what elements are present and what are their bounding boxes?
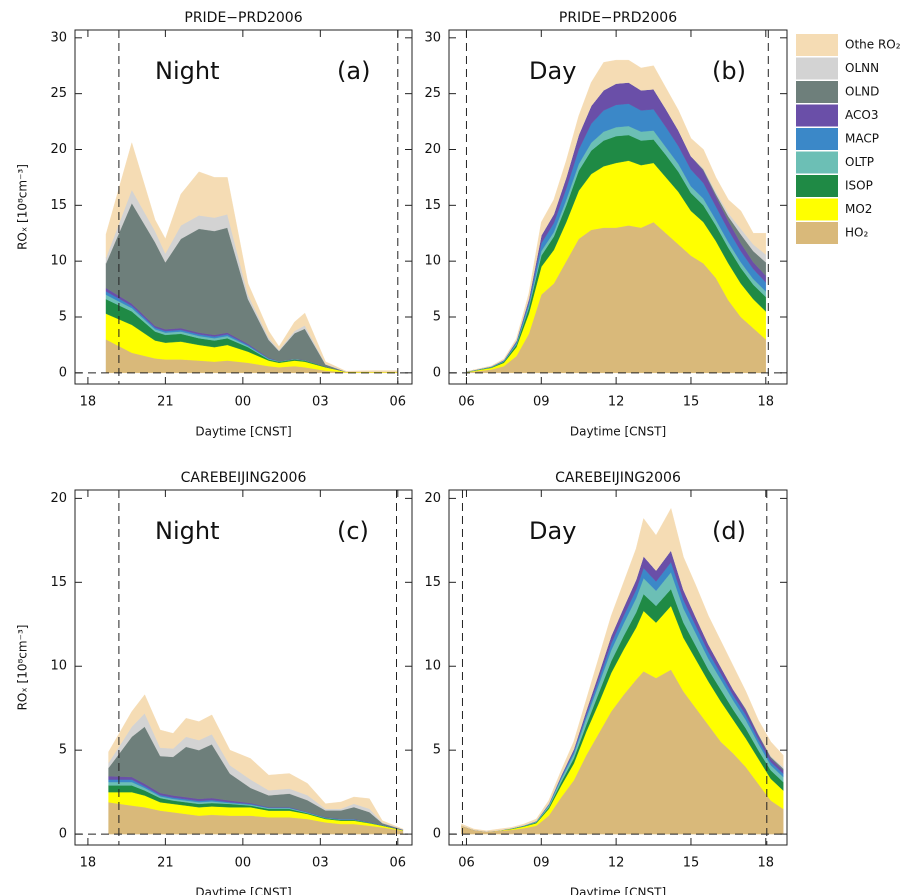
plot-frame [448,489,788,846]
x-tick-label: 00 [235,856,252,871]
legend-label: ACO3 [845,108,878,122]
x-tick-label: 06 [390,395,407,410]
y-tick-label: 25 [424,86,441,101]
y-tick-label: 20 [424,142,441,157]
panel-label: (a) [337,57,370,85]
plot-frame [74,489,413,846]
legend-label: MACP [845,132,879,146]
y-tick-label: 20 [50,491,67,506]
y-tick-label: 10 [50,659,67,674]
x-tick-label: 15 [683,856,700,871]
y-tick-label: 20 [50,142,67,157]
y-tick-label: 5 [59,309,67,324]
x-tick-label: 21 [157,856,174,871]
y-tick-label: 10 [50,254,67,269]
y-tick-label: 25 [50,86,67,101]
panel: 0 5 10 15 20 25 30 06 09 12 15 18 PRIDE−PRD2006 Dayti… [424,10,788,439]
panel-label: (c) [337,517,369,545]
legend-swatch [796,151,838,174]
panel: 0 5 10 15 20 06 09 12 15 18 CAREBEIJING2006 Daytime… [424,470,788,895]
legend-swatch [796,104,838,127]
panel: 0 5 10 15 20 18 21 00 03 06 CAREBEIJING2006 Daytime… [16,470,413,895]
chart-title: PRIDE−PRD2006 [559,10,677,26]
x-tick-label: 18 [758,395,775,410]
x-axis-label: Daytime [CNST] [195,886,291,895]
y-tick-label: 5 [59,743,67,758]
legend-label: OLNN [845,61,879,75]
period-label: Night [155,57,219,85]
legend-label: HO₂ [845,226,868,240]
x-tick-label: 18 [80,856,97,871]
legend-swatch [796,198,838,221]
y-tick-label: 15 [424,198,441,213]
legend-swatch [796,57,838,80]
legend-label: Othe RO₂ [845,38,901,52]
y-axis-label: ROₓ [10⁸cm⁻³] [16,625,30,711]
plot-frame [74,29,413,385]
chart-title: CAREBEIJING2006 [181,470,307,486]
x-axis-label: Daytime [CNST] [195,425,291,439]
panel: 0 5 10 15 20 25 30 18 21 00 03 06 PRIDE−PRD2006 Dayti… [16,10,413,439]
y-axis-label: ROₓ [10⁸cm⁻³] [16,164,30,250]
stacked-area [108,694,404,830]
y-tick-label: 20 [424,491,441,506]
legend-swatch [796,175,838,197]
y-tick-label: 10 [424,254,441,269]
stacked-area [461,507,784,832]
panel-label: (d) [712,517,746,545]
x-tick-label: 06 [458,395,475,410]
legend: HO₂ MO2 ISOP OLTP MACP ACO3 OLND OLNN Othe RO₂ [796,34,901,244]
chart-title: CAREBEIJING2006 [555,470,681,486]
x-tick-label: 09 [533,856,550,871]
chart-title: PRIDE−PRD2006 [184,10,302,26]
y-tick-label: 15 [50,575,67,590]
x-tick-label: 12 [608,395,625,410]
y-tick-label: 5 [433,743,441,758]
legend-label: OLTP [845,155,874,169]
y-tick-label: 30 [424,30,441,45]
y-tick-label: 0 [59,827,67,842]
plot-frame [448,29,788,385]
y-tick-label: 0 [59,365,67,380]
period-label: Night [155,517,219,545]
legend-label: MO2 [845,202,872,216]
x-tick-label: 03 [312,856,329,871]
x-tick-label: 06 [458,856,475,871]
y-tick-label: 15 [50,198,67,213]
legend-swatch [796,34,838,56]
legend-label: ISOP [845,179,873,193]
legend-swatch [796,222,838,244]
x-tick-label: 00 [235,395,252,410]
legend-swatch [796,81,838,103]
x-tick-label: 18 [758,856,775,871]
panel-label: (b) [712,57,746,85]
x-tick-label: 15 [683,395,700,410]
period-label: Day [529,517,576,545]
x-tick-label: 03 [312,395,329,410]
y-tick-label: 5 [433,309,441,324]
period-label: Day [529,57,576,85]
legend-label: OLND [845,85,879,99]
x-axis-label: Daytime [CNST] [570,425,666,439]
x-tick-label: 12 [608,856,625,871]
x-tick-label: 09 [533,395,550,410]
legend-swatch [796,128,838,150]
x-axis-label: Daytime [CNST] [570,886,666,895]
y-tick-label: 0 [433,365,441,380]
x-tick-label: 21 [157,395,174,410]
y-tick-label: 10 [424,659,441,674]
stacked-area [466,59,766,372]
y-tick-label: 15 [424,575,441,590]
y-tick-label: 0 [433,827,441,842]
y-tick-label: 30 [50,30,67,45]
x-tick-label: 06 [390,856,407,871]
x-tick-label: 18 [80,395,97,410]
